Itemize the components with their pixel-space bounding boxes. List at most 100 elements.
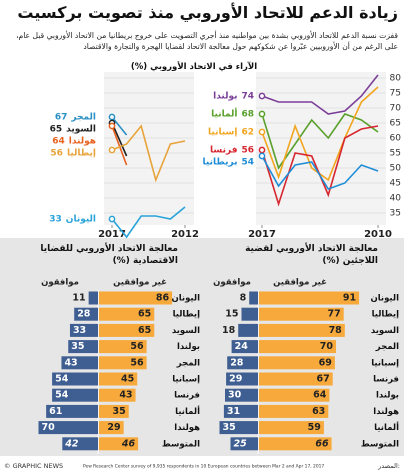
- bar: [62, 437, 98, 451]
- line: [261, 113, 379, 170]
- category-label: المتوسط: [162, 439, 200, 449]
- bar: [99, 372, 138, 386]
- bar-chart-title: معالجة الاتحاد الأوروبي للقضايا الاقتصاد…: [40, 244, 178, 266]
- end-dot: [108, 113, 116, 121]
- series-value-label: 74: [241, 92, 254, 102]
- value-label: 29: [107, 422, 120, 433]
- bar: [249, 291, 258, 305]
- legend-label: المجر: [70, 113, 96, 123]
- bar: [225, 388, 258, 402]
- y-tick-label: 45: [390, 179, 401, 189]
- value-label: 42: [64, 438, 79, 449]
- bar: [223, 404, 258, 418]
- series-value-label: 56: [241, 146, 254, 156]
- bar: [69, 323, 98, 337]
- line: [261, 155, 379, 190]
- bar: [226, 372, 258, 386]
- category-label: إيطاليا: [372, 310, 400, 320]
- category-label: هولندا: [373, 407, 399, 417]
- value-label: 8: [240, 293, 247, 304]
- column-header: موافقون: [213, 278, 251, 288]
- bar: [259, 323, 345, 337]
- subtitle: قفزت نسبة الدعم للاتحاد الأوروبي بشدة بي…: [16, 31, 398, 51]
- bar: [259, 340, 336, 354]
- value-label: 28: [77, 309, 91, 320]
- series-value-label: 54: [241, 158, 254, 168]
- value-label: 63: [312, 406, 325, 417]
- bar: [259, 437, 332, 451]
- bar: [99, 307, 155, 321]
- plot-background: [104, 72, 194, 225]
- legend-label: هولندا: [69, 137, 96, 147]
- series-value-label: 62: [241, 128, 254, 138]
- column-header: غير موافقين: [113, 278, 167, 288]
- source: Pew Research Center survey of 9,935 resp…: [83, 464, 324, 470]
- y-tick-label: 35: [390, 209, 401, 219]
- y-tick-label: 60: [390, 134, 402, 144]
- series-value-label: 68: [241, 110, 254, 120]
- series-value-label: 65: [50, 125, 63, 135]
- value-label: 56: [130, 357, 144, 368]
- category-label: اليونان: [370, 294, 399, 304]
- series-value-label: 56: [50, 149, 63, 159]
- category-label: المتوسط: [361, 439, 399, 449]
- value-label: 78: [329, 325, 343, 336]
- line: [111, 116, 128, 136]
- y-tick-label: 55: [390, 149, 401, 159]
- bar: [231, 340, 258, 354]
- column-header: غير موافقين: [273, 278, 327, 288]
- legend-label: إيطاليا: [67, 149, 96, 159]
- legend-label: إسبانيا: [208, 128, 237, 138]
- bar: [99, 388, 136, 402]
- bar: [68, 340, 98, 354]
- value-label: 11: [72, 293, 85, 304]
- bar: [99, 421, 124, 435]
- value-label: 86: [156, 293, 170, 304]
- bottom-panel: [0, 238, 404, 456]
- category-label: ألمانيا: [374, 421, 399, 433]
- legend-label: اليونان: [66, 215, 96, 225]
- value-label: 70: [42, 422, 56, 433]
- value-label: 25: [234, 438, 248, 449]
- category-label: السويد: [172, 326, 200, 336]
- chart-heading: الآراء في الاتحاد الأوروبي (%): [130, 62, 258, 72]
- series-value-label: 67: [55, 113, 68, 123]
- value-label: 28: [230, 357, 244, 368]
- value-label: 64: [313, 390, 327, 401]
- bar: [219, 421, 258, 435]
- end-dot: [258, 146, 266, 154]
- value-label: 69: [319, 357, 332, 368]
- y-tick-label: 40: [390, 194, 402, 204]
- value-label: 65: [138, 325, 151, 336]
- category-label: ألمانيا: [175, 405, 200, 417]
- legend-label: بولندا: [213, 92, 237, 102]
- bar: [99, 340, 147, 354]
- value-label: 54: [55, 374, 69, 385]
- value-label: 24: [235, 341, 249, 352]
- x-tick-label: 2010: [364, 229, 392, 240]
- x-tick-label: 2017: [98, 229, 126, 240]
- bar: [259, 307, 344, 321]
- bar: [46, 404, 98, 418]
- value-label: 15: [225, 309, 238, 320]
- bar: [227, 356, 258, 370]
- bar: [74, 307, 98, 321]
- value-label: 66: [315, 438, 329, 449]
- value-label: 43: [119, 390, 132, 401]
- bar: [259, 356, 335, 370]
- series-value-label: 64: [52, 137, 65, 147]
- source-label: المصدر:: [377, 462, 400, 470]
- bar: [259, 421, 324, 435]
- y-tick-label: 65: [390, 119, 401, 129]
- value-label: 54: [55, 390, 69, 401]
- value-label: 46: [121, 438, 136, 449]
- category-label: بولندا: [376, 391, 399, 401]
- y-tick-label: 50: [390, 164, 402, 174]
- value-label: 91: [343, 293, 356, 304]
- end-dot: [258, 128, 266, 136]
- bar: [259, 291, 360, 305]
- category-label: المجر: [176, 358, 200, 368]
- value-label: 43: [64, 357, 77, 368]
